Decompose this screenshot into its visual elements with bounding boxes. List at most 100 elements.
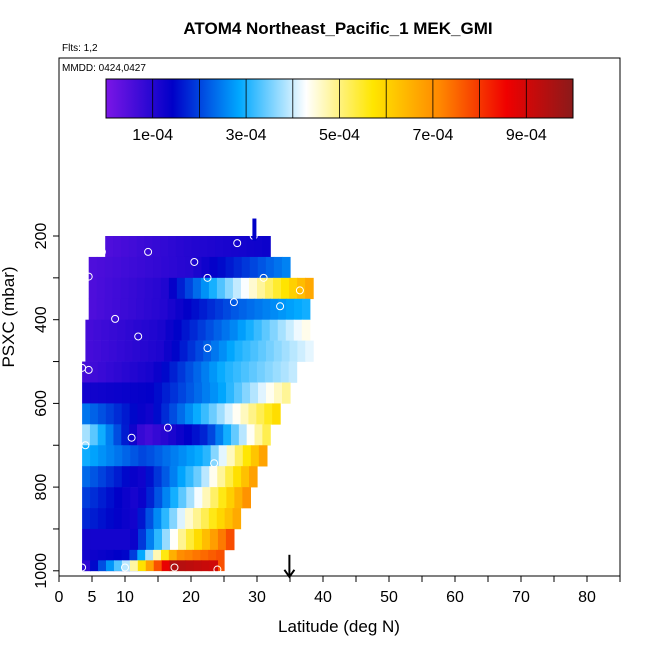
heatmap-cell (185, 508, 194, 530)
heatmap-cell (264, 403, 273, 425)
heatmap-cell (242, 340, 251, 362)
heatmap-cell (160, 424, 169, 446)
heatmap-cell (202, 445, 212, 467)
chart-title: ATOM4 Northeast_Pacific_1 MEK_GMI (183, 19, 492, 38)
heatmap-cell (193, 256, 203, 279)
heatmap-cell (151, 298, 161, 320)
heatmap-cell (224, 403, 234, 425)
heatmap-cell (98, 445, 107, 467)
heatmap-cell (234, 340, 244, 362)
heatmap-cell (90, 487, 99, 509)
heatmap-cell (183, 236, 193, 258)
heatmap-cell (272, 403, 281, 425)
heatmap-cell (117, 319, 127, 341)
heatmap-cell (112, 277, 122, 300)
heatmap-cell (185, 361, 194, 383)
heatmap-cell (113, 508, 123, 530)
heatmap-row (82, 445, 268, 467)
heatmap-cell (145, 403, 154, 425)
heatmap-cell (90, 445, 99, 467)
heatmap-cell (265, 277, 274, 300)
heatmap-cell (258, 382, 267, 404)
heatmap-cell (265, 340, 275, 362)
heatmap-cell (216, 508, 226, 530)
heatmap-cell (97, 424, 107, 446)
heatmap-cell (104, 277, 114, 300)
heatmap-cell (185, 528, 195, 551)
heatmap-cell (234, 445, 244, 467)
heatmap-cell (213, 319, 223, 341)
heatmap-cell (161, 403, 170, 425)
heatmap-cell (156, 340, 165, 362)
heatmap-cell (145, 256, 154, 279)
heatmap-cell (104, 256, 114, 279)
heatmap-cell (98, 466, 107, 488)
heatmap-cell (152, 424, 162, 446)
heatmap-cell (153, 560, 163, 572)
x-tick-label: 10 (116, 589, 134, 606)
heatmap-cell (197, 319, 207, 341)
heatmap-cell (90, 466, 99, 488)
x-tick-label: 50 (380, 589, 398, 606)
heatmap-cell (120, 277, 130, 300)
heatmap-cell (281, 256, 291, 279)
heatmap-cell (152, 277, 162, 300)
y-tick-label: 400 (33, 306, 50, 333)
heatmap-cell (199, 298, 208, 320)
heatmap-cell (82, 382, 91, 404)
heatmap-cell (163, 340, 173, 362)
heatmap-cell (226, 445, 236, 467)
heatmap-cell (226, 487, 235, 509)
heatmap-cell (272, 361, 282, 383)
heatmap-cell (246, 298, 256, 320)
heatmap-cell (136, 277, 146, 300)
heatmap-cell (168, 236, 177, 258)
heatmap-cell (154, 445, 164, 467)
heatmap-cell (208, 277, 218, 300)
heatmap-cell (146, 487, 155, 509)
heatmap-cell (177, 466, 187, 488)
heatmap-cell (161, 361, 171, 383)
heatmap-cell (88, 277, 98, 300)
heatmap-cell (185, 403, 194, 425)
heatmap-cell (183, 298, 192, 320)
heatmap-cell (240, 361, 250, 383)
heatmap-cell (192, 508, 202, 530)
heatmap-cell (121, 361, 131, 383)
heatmap-cell (136, 236, 146, 258)
heatmap-cell (241, 466, 250, 488)
x-axis-label: Latitude (deg N) (278, 617, 400, 636)
heatmap-cell (254, 236, 263, 258)
heatmap-cell (138, 445, 147, 467)
heatmap-cell (221, 319, 231, 341)
heatmap-cell (218, 340, 228, 362)
heatmap-cell (246, 236, 256, 258)
heatmap-cell (106, 487, 115, 509)
heatmap-cell (177, 403, 186, 425)
heatmap-cell (249, 256, 259, 279)
heatmap-cell (101, 340, 110, 362)
heatmap-cell (215, 424, 224, 446)
heatmap-cell (169, 528, 179, 551)
heatmap-cell (116, 340, 126, 362)
heatmap-cell (230, 298, 240, 320)
heatmap-cell (168, 277, 178, 300)
heatmap-cell (157, 319, 167, 341)
heatmap-cell (145, 466, 155, 488)
observation-point (111, 314, 120, 323)
heatmap-row (82, 466, 258, 488)
heatmap-cell (170, 382, 179, 404)
heatmap-cell (178, 487, 187, 509)
heatmap-cell (238, 298, 248, 320)
heatmap-cell (301, 298, 311, 320)
observation-point (210, 459, 219, 468)
heatmap-cell (136, 298, 145, 320)
heatmap-cell (232, 403, 242, 425)
heatmap-cell (301, 319, 311, 341)
heatmap-cell (154, 528, 163, 551)
heatmap-cell (181, 319, 191, 341)
y-axis-label: PSXC (mbar) (0, 266, 18, 367)
heatmap-cell (89, 424, 99, 446)
heatmap-cells (82, 236, 314, 572)
heatmap-row (88, 256, 291, 279)
